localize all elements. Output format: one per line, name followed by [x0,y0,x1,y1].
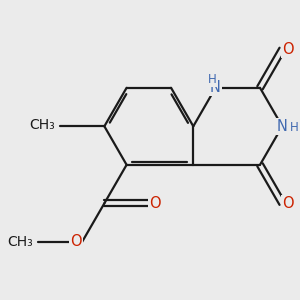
Text: CH₃: CH₃ [30,118,56,132]
Text: O: O [282,42,294,57]
Text: H: H [208,73,216,86]
Text: H: H [290,121,299,134]
Text: N: N [277,119,288,134]
Text: O: O [149,196,161,211]
Text: O: O [282,196,294,211]
Text: CH₃: CH₃ [8,235,33,249]
Text: N: N [210,80,221,95]
Text: O: O [70,234,82,249]
